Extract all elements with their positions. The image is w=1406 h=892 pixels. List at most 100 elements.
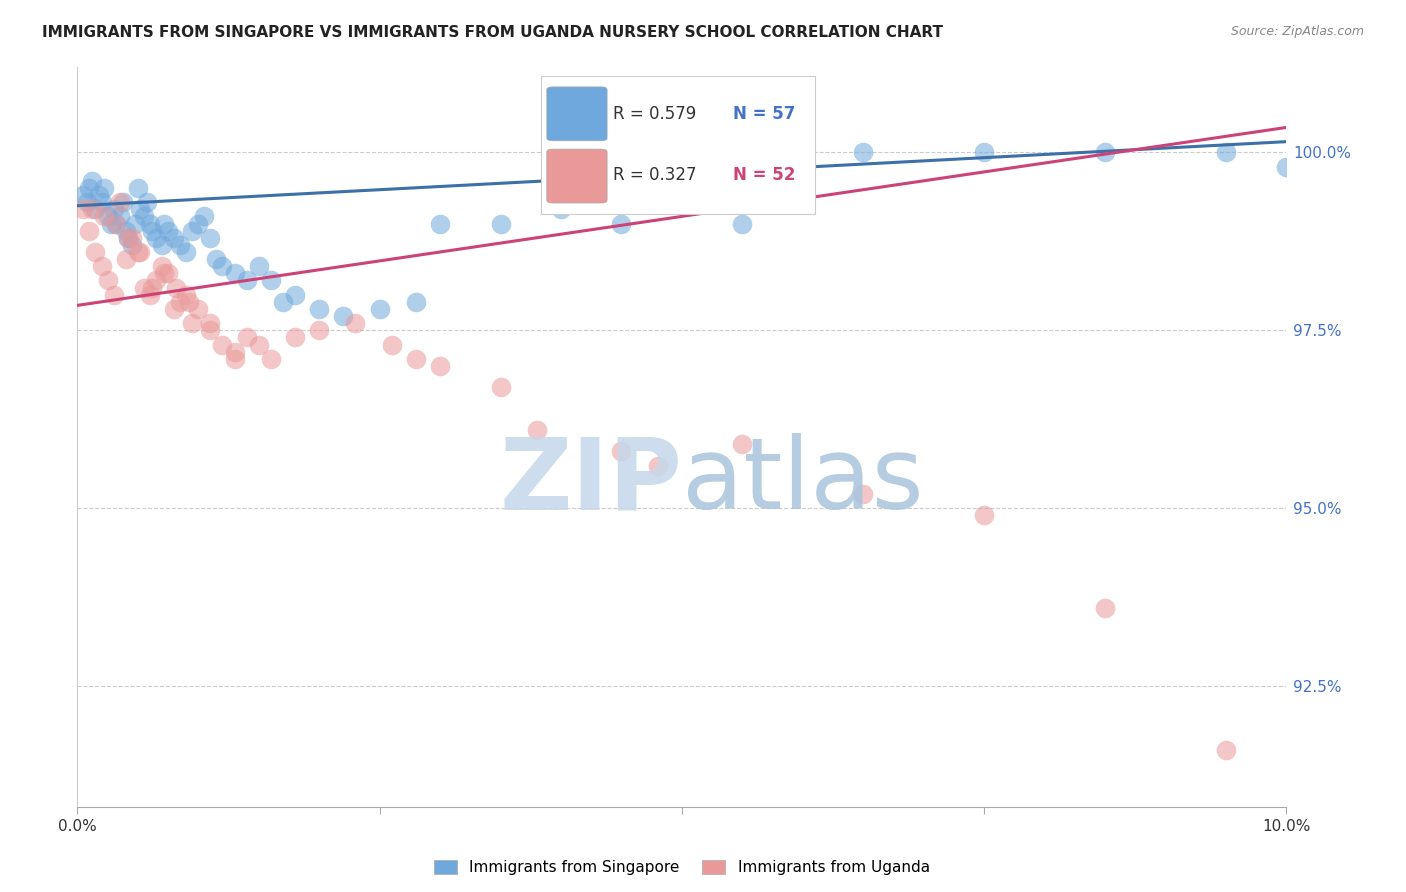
Point	[157, 266, 180, 280]
Point	[166, 280, 188, 294]
Point	[114, 252, 136, 266]
Point	[177, 294, 200, 309]
Text: R = 0.579: R = 0.579	[613, 105, 696, 123]
Point	[132, 210, 155, 224]
Point	[96, 210, 118, 224]
Text: atlas: atlas	[682, 433, 924, 530]
Text: ZIP: ZIP	[499, 433, 682, 530]
Text: N = 57: N = 57	[734, 105, 796, 123]
Point	[308, 323, 330, 337]
Point	[731, 437, 754, 451]
Point	[79, 224, 101, 238]
Point	[174, 287, 197, 301]
Point	[141, 224, 163, 238]
Point	[108, 195, 131, 210]
Point	[90, 195, 112, 210]
Point	[132, 280, 155, 294]
Point	[181, 316, 204, 330]
Point	[129, 245, 152, 260]
Point	[526, 423, 548, 437]
Point	[332, 309, 354, 323]
Point	[117, 231, 139, 245]
Point	[117, 231, 139, 245]
Point	[157, 224, 180, 238]
Point	[647, 458, 669, 473]
Point	[224, 351, 246, 366]
Point	[187, 301, 209, 316]
Point	[145, 231, 167, 245]
Point	[114, 224, 136, 238]
Text: Source: ZipAtlas.com: Source: ZipAtlas.com	[1230, 25, 1364, 38]
Point	[852, 487, 875, 501]
Point	[429, 359, 451, 373]
Point	[344, 316, 367, 330]
Point	[105, 217, 128, 231]
Point	[405, 294, 427, 309]
Point	[163, 231, 186, 245]
Point	[235, 330, 257, 344]
Point	[193, 210, 215, 224]
Point	[247, 337, 270, 351]
Point	[163, 301, 186, 316]
Point	[153, 266, 176, 280]
Point	[112, 195, 135, 210]
Point	[136, 195, 159, 210]
Point	[76, 195, 98, 210]
Text: IMMIGRANTS FROM SINGAPORE VS IMMIGRANTS FROM UGANDA NURSERY SCHOOL CORRELATION C: IMMIGRANTS FROM SINGAPORE VS IMMIGRANTS …	[42, 25, 943, 40]
Point	[139, 217, 162, 231]
Point	[129, 202, 152, 217]
Point	[211, 337, 233, 351]
Point	[1275, 160, 1298, 174]
Point	[80, 202, 103, 217]
Point	[973, 145, 995, 160]
Point	[1215, 743, 1237, 757]
Point	[127, 245, 149, 260]
Point	[247, 259, 270, 273]
Point	[308, 301, 330, 316]
Point	[489, 217, 512, 231]
Point	[80, 174, 103, 188]
Point	[169, 294, 191, 309]
Point	[90, 259, 112, 273]
Point	[150, 238, 173, 252]
Point	[93, 210, 115, 224]
Point	[284, 330, 307, 344]
Point	[79, 181, 101, 195]
Point	[105, 217, 128, 231]
Point	[260, 273, 283, 287]
Point	[121, 231, 143, 245]
Point	[1215, 145, 1237, 160]
Point	[87, 188, 110, 202]
Point	[127, 181, 149, 195]
Point	[489, 380, 512, 394]
Point	[271, 294, 294, 309]
Point	[405, 351, 427, 366]
Point	[200, 231, 222, 245]
Point	[181, 224, 204, 238]
Point	[103, 287, 125, 301]
Point	[235, 273, 257, 287]
Point	[429, 217, 451, 231]
Point	[141, 280, 163, 294]
Point	[224, 266, 246, 280]
Point	[1094, 601, 1116, 615]
Point	[103, 202, 125, 217]
Point	[1094, 145, 1116, 160]
Point	[260, 351, 283, 366]
Point	[200, 323, 222, 337]
FancyBboxPatch shape	[547, 87, 607, 141]
Point	[93, 181, 115, 195]
FancyBboxPatch shape	[547, 149, 607, 203]
Point	[200, 316, 222, 330]
Point	[84, 245, 107, 260]
Point	[852, 145, 875, 160]
Point	[124, 217, 146, 231]
Point	[72, 202, 94, 217]
Legend: Immigrants from Singapore, Immigrants from Uganda: Immigrants from Singapore, Immigrants fr…	[427, 854, 936, 881]
Point	[145, 273, 167, 287]
Point	[150, 259, 173, 273]
Point	[284, 287, 307, 301]
Point	[108, 210, 131, 224]
Point	[121, 238, 143, 252]
Point	[84, 202, 107, 217]
